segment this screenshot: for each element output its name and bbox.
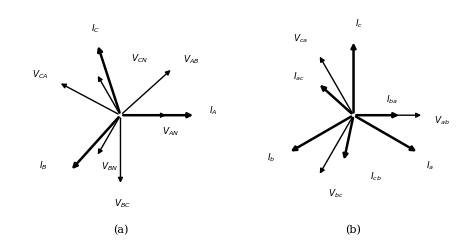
Text: $I_A$: $I_A$ [209, 105, 218, 117]
Text: $V_{BC}$: $V_{BC}$ [114, 198, 131, 210]
Text: $V_{bc}$: $V_{bc}$ [328, 188, 343, 200]
Text: $I_{cb}$: $I_{cb}$ [370, 170, 382, 183]
Text: $I_b$: $I_b$ [267, 151, 275, 164]
Text: $V_{CN}$: $V_{CN}$ [130, 52, 148, 65]
Text: $I_{ac}$: $I_{ac}$ [293, 71, 305, 83]
Text: $V_{AB}$: $V_{AB}$ [183, 54, 199, 66]
Text: $I_{ba}$: $I_{ba}$ [386, 94, 398, 106]
Text: $V_{ca}$: $V_{ca}$ [293, 32, 308, 45]
Text: (b): (b) [346, 225, 362, 235]
Text: $V_{BN}$: $V_{BN}$ [101, 161, 118, 173]
Text: (a): (a) [113, 225, 128, 235]
Text: $I_a$: $I_a$ [426, 159, 434, 172]
Text: $V_{ab}$: $V_{ab}$ [434, 115, 450, 127]
Text: $V_{CA}$: $V_{CA}$ [32, 69, 48, 81]
Text: $I_C$: $I_C$ [91, 22, 100, 35]
Text: $I_B$: $I_B$ [39, 159, 48, 172]
Text: $I_c$: $I_c$ [355, 17, 363, 30]
Text: $V_{AN}$: $V_{AN}$ [162, 125, 179, 138]
